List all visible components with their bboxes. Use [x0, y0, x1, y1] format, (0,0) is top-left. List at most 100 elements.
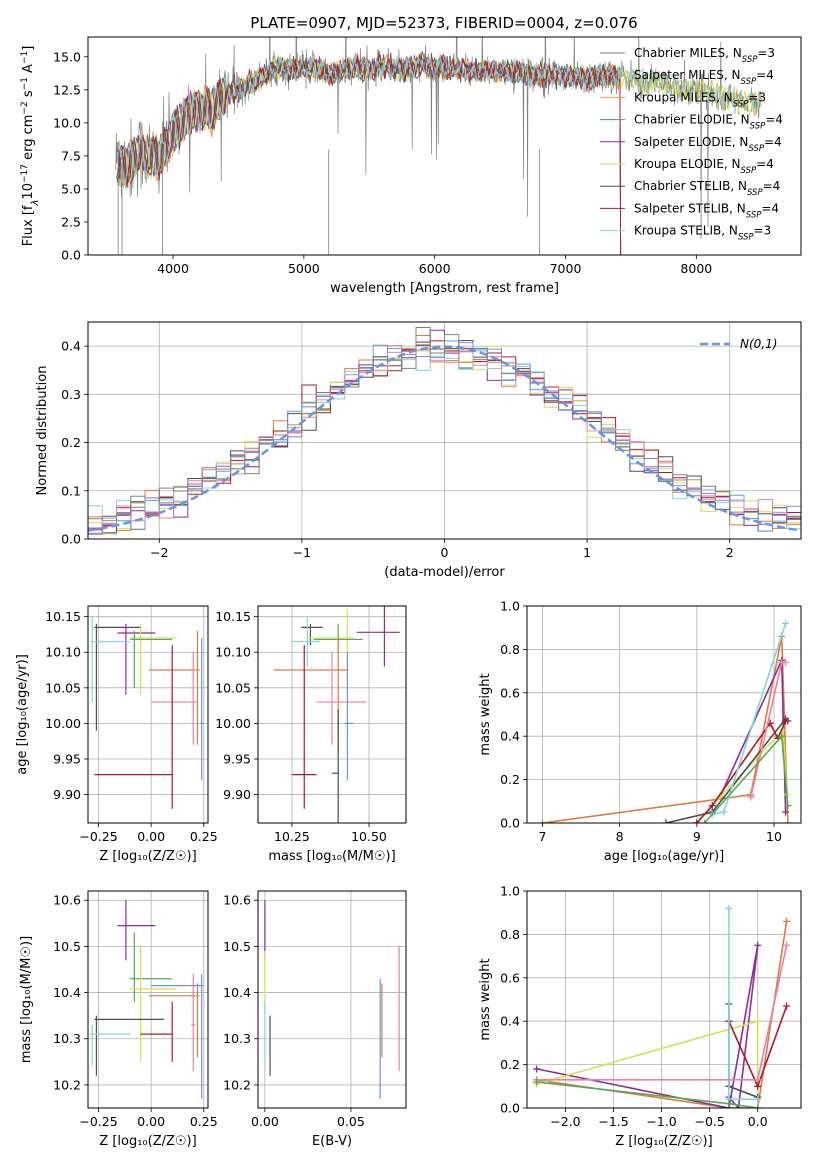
- y-tick-label: 0.2: [500, 772, 520, 787]
- axes-frame: [87, 321, 802, 540]
- x-tick-label: 10: [766, 829, 782, 844]
- axes-frame: [257, 890, 407, 1109]
- y-tick-label: 10.5: [53, 939, 81, 954]
- y-tick-label: 0.1: [61, 483, 81, 498]
- y-tick-label: 0.0: [500, 1101, 520, 1116]
- legend-text: Salpeter MILES, N: [634, 68, 741, 82]
- mass-weight-marker: [754, 941, 762, 949]
- spectrum-panel: 4000 5000 6000 7000 8000 0.0 2.5 5.0 7.5 10.0 12.5…: [20, 36, 802, 296]
- mass-vs-reddening-panel: 0.00 0.05 10.2 10.3 10.4 10.5 10.6 E(B-V): [223, 890, 407, 1149]
- legend-entry: Chabrier MILES, NSSP=3: [634, 46, 775, 65]
- y-tick-label: 0.3: [61, 387, 81, 402]
- age-vs-metallicity-panel: −0.25 0.00 0.25 9.90 9.95 10.00 10.05 10.10 10.1…: [15, 605, 218, 864]
- mass-weight-line: [536, 945, 759, 1108]
- model-spectrum-line: [116, 55, 762, 186]
- y-tick-label: 0.4: [500, 1014, 520, 1029]
- mass-weight-marker: [782, 717, 790, 725]
- y-tick-label: 10.15: [45, 609, 81, 624]
- y-tick-label: 10.05: [45, 680, 81, 695]
- mass-weight-marker: [747, 793, 755, 801]
- y-axis-label-part: ]: [21, 46, 36, 51]
- x-tick-label: 0.00: [137, 1114, 165, 1129]
- mass-vs-metallicity-panel: −0.25 0.00 0.25 10.2 10.3 10.4 10.5 10.6 Z [log₁…: [19, 890, 218, 1149]
- ticks: 4000 5000 6000 7000 8000 0.0 2.5 5.0 7.5 10.0 12.5…: [53, 49, 712, 276]
- plot-area: [115, 37, 762, 255]
- legend-text: Kroupa MILES, N: [634, 90, 733, 104]
- x-tick-label: 8: [616, 829, 624, 844]
- mass-weight-marker: [533, 1078, 541, 1086]
- y-tick-label: 10.3: [53, 1031, 81, 1046]
- y-axis-label-part: erg cm: [21, 115, 36, 164]
- x-axis-label: wavelength [Angstrom, rest frame]: [330, 281, 559, 296]
- x-axis-label: (data-model)/error: [384, 565, 505, 580]
- legend-subscript: SSP: [747, 188, 763, 198]
- y-tick-label: 0.2: [500, 1057, 520, 1072]
- legend-text: =4: [756, 68, 774, 82]
- legend-entry: N(0,1): [740, 337, 777, 351]
- x-tick-label: −0.25: [79, 1114, 117, 1129]
- x-tick-label: 10.25: [274, 829, 310, 844]
- ticks: −2.0 −1.5 −1.0 −0.5 0.0 0.0 0.2 0.4 0.6 0.8 1.0: [500, 884, 768, 1130]
- plot-area: [273, 606, 400, 823]
- y-tick-label: 0.8: [500, 927, 520, 942]
- x-tick-label: −0.5: [694, 1114, 724, 1129]
- y-axis-label: age [log₁₀(age/yr)]: [15, 654, 30, 775]
- plot-area: [533, 904, 791, 1108]
- y-axis-label: mass [log₁₀(M/M☉)]: [19, 936, 34, 1063]
- legend-subscript: SSP: [742, 55, 758, 65]
- legend-text: Chabrier STELIB, N: [634, 179, 747, 193]
- mass-weight-marker: [784, 802, 792, 810]
- x-axis-label: age [log₁₀(age/yr)]: [604, 849, 725, 864]
- weight-vs-metallicity-panel: −2.0 −1.5 −1.0 −0.5 0.0 0.0 0.2 0.4 0.6 0.8 1.0 Z […: [478, 884, 802, 1149]
- y-tick-label: 10.4: [53, 985, 81, 1000]
- normal-reference-curve: [88, 345, 799, 532]
- x-tick-label: 2: [726, 545, 734, 560]
- legend-subscript: SSP: [741, 77, 757, 87]
- mass-weight-marker: [782, 619, 790, 627]
- legend-entry: Chabrier STELIB, NSSP=4: [634, 179, 780, 198]
- ticks: −2 −1 0 1 2 0.0 0.1 0.2 0.3 0.4: [61, 339, 734, 560]
- axes-frame: [257, 605, 407, 824]
- legend-entry: Chabrier ELODIE, NSSP=4: [634, 113, 783, 132]
- y-tick-label: 10.05: [215, 680, 251, 695]
- y-axis-label-part: Flux [f: [21, 205, 36, 246]
- mass-weight-line: [665, 717, 789, 823]
- x-tick-label: 6000: [419, 261, 451, 276]
- legend-subscript: SSP: [733, 99, 749, 109]
- legend-entry: Kroupa MILES, NSSP=3: [634, 90, 766, 109]
- y-tick-label: 0.4: [500, 729, 520, 744]
- y-tick-label: 0.2: [61, 435, 81, 450]
- legend-text: =4: [764, 135, 782, 149]
- y-axis-label-part: −1: [20, 77, 30, 90]
- y-axis-label-part: 10: [21, 183, 36, 200]
- legend-text: =4: [763, 179, 781, 193]
- legend-entry: Salpeter MILES, NSSP=4: [634, 68, 774, 87]
- x-tick-label: 4000: [157, 261, 189, 276]
- x-tick-label: 7000: [550, 261, 582, 276]
- x-tick-label: 0.00: [251, 1114, 279, 1129]
- y-axis-label-part: −2: [20, 101, 30, 114]
- weight-vs-age-panel: 7 8 9 10 0.0 0.2 0.4 0.6 0.8 1.0 age [log₁₀(age/yr…: [478, 599, 802, 864]
- x-axis-label: Z [log₁₀(Z/Z☉)]: [615, 1134, 712, 1149]
- mass-weight-marker: [784, 819, 792, 823]
- x-tick-label: 0.00: [137, 829, 165, 844]
- legend-entry: Salpeter STELIB, NSSP=4: [634, 201, 779, 220]
- legend-text: Chabrier ELODIE, N: [634, 113, 750, 127]
- residual-histogram: [88, 349, 801, 535]
- legend-text: Salpeter ELODIE, N: [634, 135, 748, 149]
- x-tick-label: 1: [583, 545, 591, 560]
- y-tick-label: 10.00: [45, 716, 81, 731]
- x-tick-label: −1.5: [598, 1114, 628, 1129]
- y-axis-label: mass weight: [478, 958, 493, 1040]
- y-tick-label: 0.6: [500, 970, 520, 985]
- legend-text: =3: [754, 224, 772, 238]
- y-tick-label: 10.6: [223, 893, 251, 908]
- plot-area: [90, 616, 204, 809]
- legend-entry: Salpeter ELODIE, NSSP=4: [634, 135, 782, 154]
- x-tick-label: 0: [441, 545, 449, 560]
- y-axis-label-part: λ: [30, 200, 41, 207]
- legend-subscript: SSP: [750, 122, 766, 132]
- y-tick-label: 10.4: [223, 985, 251, 1000]
